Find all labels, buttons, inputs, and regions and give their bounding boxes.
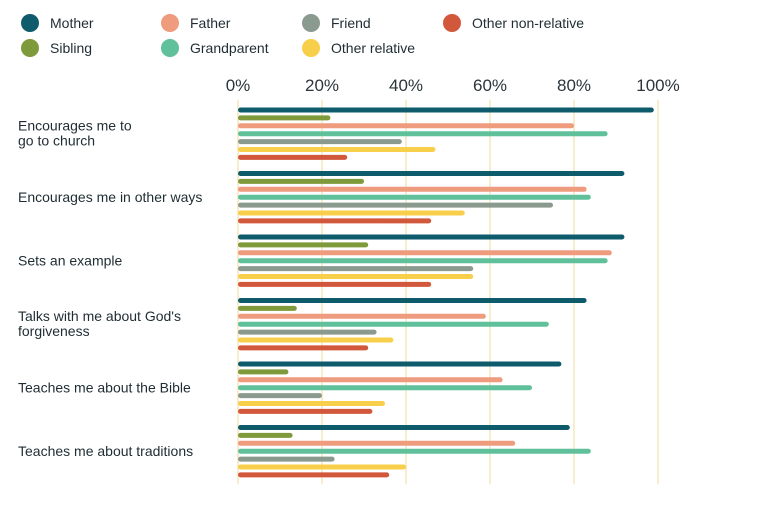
x-tick-label: 20% [305, 76, 339, 95]
bar-grandparent [238, 385, 532, 391]
x-tick-label: 40% [389, 76, 423, 95]
bar-other-relative [238, 210, 465, 216]
bar-father [238, 377, 503, 383]
bar-sibling [238, 369, 289, 375]
bar-mother [238, 171, 625, 176]
legend-marker-grandparent [161, 39, 179, 57]
category-label: Talks with me about God's forgiveness [18, 308, 181, 339]
bar-grandparent [238, 131, 608, 137]
bar-other-relative [238, 274, 474, 279]
legend-marker-other-non-relative [443, 14, 461, 32]
bar-mother [238, 234, 625, 240]
bar-grandparent [238, 321, 549, 327]
bar-friend [238, 393, 322, 399]
bar-father [238, 440, 516, 446]
bar-other-relative [238, 464, 406, 470]
bar-other-relative [238, 337, 394, 343]
x-tick-label: 80% [557, 76, 591, 95]
bar-sibling [238, 178, 364, 184]
bar-sibling [238, 432, 293, 438]
chart-legend: Mother Father Friend Other non-relative Sibl… [21, 14, 584, 57]
bar-mother [238, 107, 654, 113]
legend-label-friend: Friend [331, 15, 371, 31]
x-tick-label: 0% [226, 76, 251, 95]
bar-other-non-relative [238, 154, 348, 160]
bar-friend [238, 266, 474, 272]
bar-sibling [238, 242, 369, 248]
bar-friend [238, 139, 402, 145]
bar-grandparent [238, 448, 591, 454]
bar-father [238, 123, 574, 129]
chart-gridlines [237, 100, 659, 484]
bar-sibling [238, 115, 331, 121]
x-tick-label: 100% [636, 76, 679, 95]
bar-other-non-relative [238, 281, 432, 287]
legend-label-mother: Mother [50, 15, 94, 31]
bar-father [238, 250, 612, 256]
category-label: Encourages me in other ways [18, 189, 202, 205]
legend-label-other-non-relative: Other non-relative [472, 15, 584, 31]
bar-other-non-relative [238, 472, 390, 478]
bar-mother [238, 361, 562, 367]
legend-label-grandparent: Grandparent [190, 40, 269, 56]
legend-marker-father [161, 14, 179, 32]
bar-father [238, 186, 587, 192]
bar-other-relative [238, 147, 436, 152]
bar-grandparent [238, 194, 591, 200]
bar-mother [238, 298, 587, 303]
bar-other-relative [238, 401, 385, 406]
bar-friend [238, 456, 335, 462]
bar-grandparent [238, 258, 608, 264]
legend-marker-friend [302, 14, 320, 32]
bar-friend [238, 202, 553, 208]
category-label: Sets an example [18, 253, 122, 269]
bar-friend [238, 329, 377, 335]
bar-other-non-relative [238, 408, 373, 414]
legend-label-other-relative: Other relative [331, 40, 415, 56]
x-axis-ticks: 0% 20% 40% 60% 80% 100% [226, 76, 680, 95]
category-label: Teaches me about the Bible [18, 380, 191, 396]
legend-label-sibling: Sibling [50, 40, 92, 56]
x-tick-label: 60% [473, 76, 507, 95]
bar-other-non-relative [238, 345, 369, 351]
bar-father [238, 313, 486, 319]
category-labels: Encourages me to go to church Encourages m… [18, 118, 202, 460]
category-label: Encourages me to go to church [18, 118, 132, 149]
legend-marker-sibling [21, 39, 39, 57]
bar-other-non-relative [238, 218, 432, 224]
legend-label-father: Father [190, 15, 231, 31]
legend-marker-mother [21, 14, 39, 32]
category-label: Teaches me about traditions [18, 443, 193, 459]
bar-mother [238, 425, 570, 430]
legend-marker-other-relative [302, 39, 320, 57]
bar-sibling [238, 305, 297, 311]
chart-bars [238, 107, 654, 478]
